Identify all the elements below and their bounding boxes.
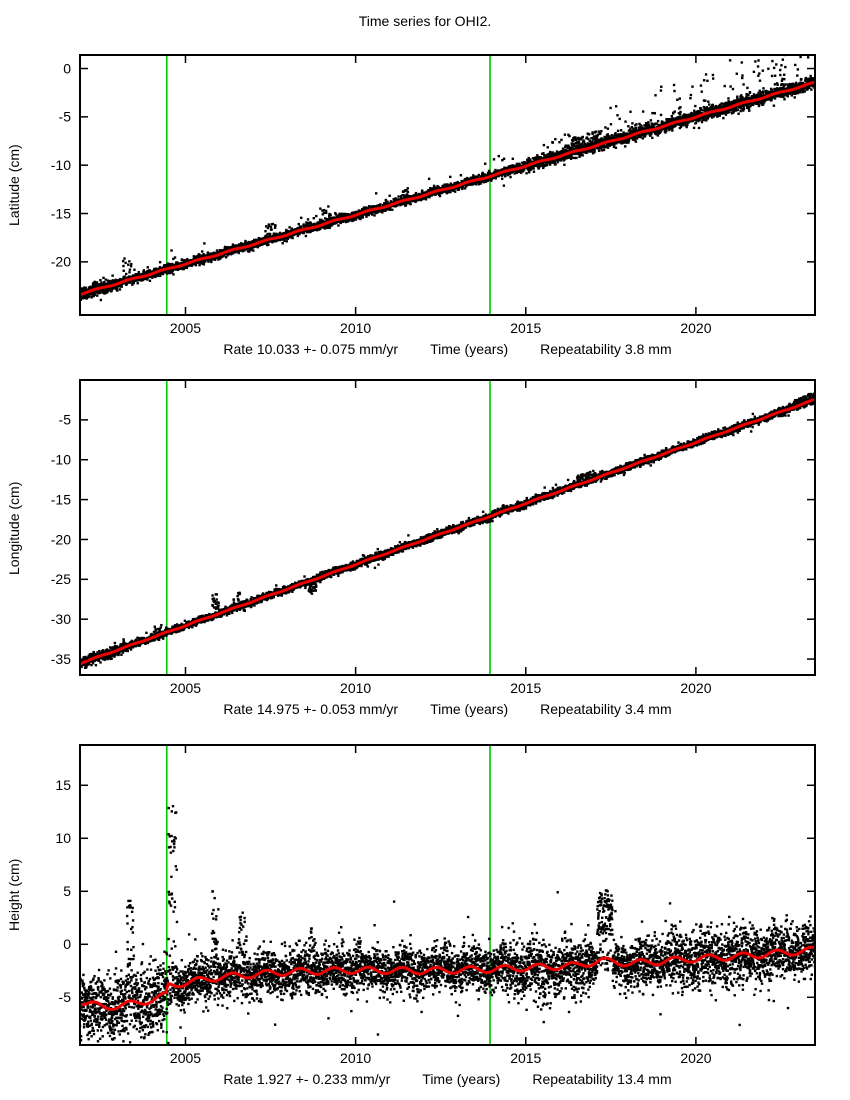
height-repeatability-text: Repeatability 13.4 mm <box>532 1071 672 1087</box>
height-axis-label: Height (cm) <box>6 858 22 932</box>
latitude-rate-text: Rate 10.033 +- 0.075 mm/yr <box>223 341 399 357</box>
latitude-repeatability-text: Repeatability 3.8 mm <box>540 341 672 357</box>
latitude-caption: Rate 10.033 +- 0.075 mm/yr Time (years) … <box>80 341 815 357</box>
latitude-plot-canvas <box>0 45 850 365</box>
latitude-axis-label: Latitude (cm) <box>6 144 22 226</box>
chart-title: Time series for OHI2. <box>358 13 492 29</box>
longitude-repeatability-text: Repeatability 3.4 mm <box>540 701 672 717</box>
height-plot-canvas <box>0 733 850 1093</box>
latitude-xaxis-title: Time (years) <box>430 341 509 357</box>
height-xaxis-title: Time (years) <box>422 1071 501 1087</box>
longitude-caption: Rate 14.975 +- 0.053 mm/yr Time (years) … <box>80 701 815 717</box>
longitude-plot-canvas <box>0 368 850 723</box>
longitude-xaxis-title: Time (years) <box>430 701 509 717</box>
longitude-axis-label: Longitude (cm) <box>6 481 22 575</box>
longitude-rate-text: Rate 14.975 +- 0.053 mm/yr <box>223 701 399 717</box>
latitude-panel: Latitude (cm) Rate 10.033 +- 0.075 mm/yr… <box>0 45 850 365</box>
height-caption: Rate 1.927 +- 0.233 mm/yr Time (years) R… <box>80 1071 815 1087</box>
longitude-panel: Longitude (cm) Rate 14.975 +- 0.053 mm/y… <box>0 368 850 723</box>
height-rate-text: Rate 1.927 +- 0.233 mm/yr <box>223 1071 391 1087</box>
height-panel: Height (cm) Rate 1.927 +- 0.233 mm/yr Ti… <box>0 733 850 1093</box>
